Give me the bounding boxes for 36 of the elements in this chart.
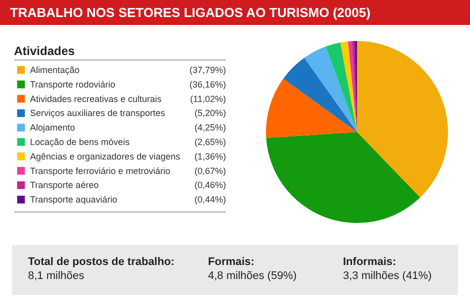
pie-slice bbox=[266, 78, 357, 138]
text: 4,8 milhões (59%) bbox=[208, 270, 297, 282]
data-label: (37,79%) bbox=[189, 65, 226, 75]
pie-slice bbox=[340, 41, 357, 132]
data-label: (1,36%) bbox=[194, 151, 226, 162]
text: Formais: bbox=[208, 256, 254, 268]
data-label: (0,46%) bbox=[194, 180, 226, 190]
data-label: (0,44%) bbox=[194, 194, 226, 205]
chart-title: TRABALHO NOS SETORES LIGADOS AO TURISMO (2005) bbox=[10, 5, 370, 20]
text: Informais: bbox=[343, 256, 396, 268]
legend-label: Transporte rodoviário bbox=[30, 79, 116, 90]
data-label: (11,02%) bbox=[190, 94, 226, 104]
legend-label: Locação de bens móveis bbox=[30, 137, 130, 147]
data-label: (0,67%) bbox=[194, 166, 226, 176]
legend-label: Transporte ferroviário e metroviário bbox=[30, 166, 170, 176]
data-label: (2,65%) bbox=[194, 137, 226, 147]
legend-label: Agências e organizadores de viagens bbox=[30, 151, 181, 162]
text: 3,3 milhões (41%) bbox=[343, 270, 432, 282]
text: Total de postos de trabalho: bbox=[28, 256, 174, 268]
pie-slice bbox=[357, 41, 448, 198]
text: 8,1 milhões bbox=[28, 270, 85, 282]
pie-slice bbox=[283, 58, 357, 132]
legend-label: Alojamento bbox=[30, 122, 76, 133]
pie-slice bbox=[348, 41, 357, 132]
legend-label: Serviços auxiliares de transportes bbox=[30, 108, 166, 118]
legend-label: Atividades recreativas e culturais bbox=[30, 94, 162, 104]
legend-title: Atividades bbox=[14, 44, 76, 58]
pie-slice bbox=[266, 132, 420, 223]
legend-label: Transporte aéreo bbox=[30, 180, 99, 190]
data-label: (5,20%) bbox=[194, 108, 226, 118]
data-label: (36,16%) bbox=[189, 79, 226, 90]
legend-label: Alimentação bbox=[30, 65, 80, 75]
pie-slice bbox=[304, 46, 357, 132]
data-label: (4,25%) bbox=[194, 122, 226, 133]
pie-slice bbox=[326, 42, 357, 132]
legend-label: Transporte aquaviário bbox=[30, 194, 118, 205]
